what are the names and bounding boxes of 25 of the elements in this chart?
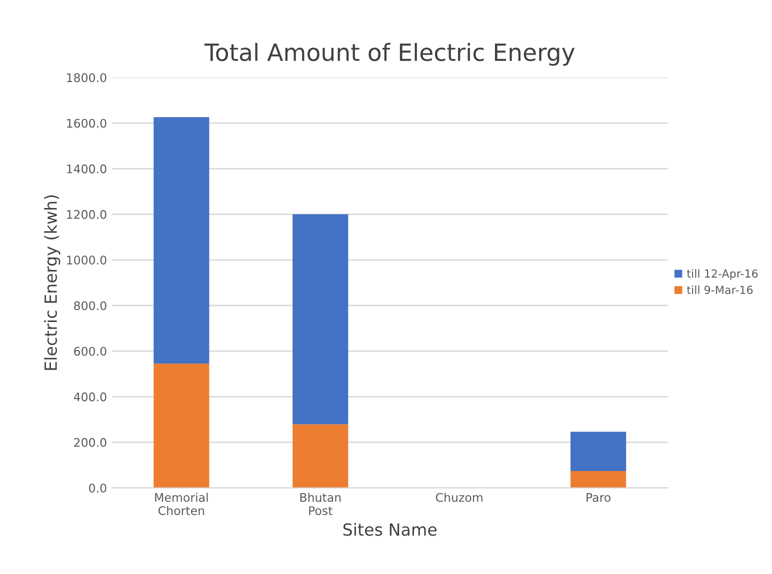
y-tick-label: 1400.0 <box>67 164 106 174</box>
y-tick-label: 1800.0 <box>67 73 106 82</box>
y-tick-label: 1000.0 <box>67 256 106 265</box>
y-tick-label: 800.0 <box>74 301 106 310</box>
x-tick-label: Chuzom <box>436 492 482 502</box>
legend-label: till 12-Apr-16 <box>686 269 758 280</box>
bar <box>570 471 626 488</box>
x-axis-title: Sites Name <box>343 522 437 536</box>
legend-label: till 9-Mar-16 <box>686 285 753 294</box>
x-tick-label: Paro <box>586 493 610 502</box>
y-tick-label: 1200.0 <box>67 210 106 219</box>
bar <box>292 214 348 424</box>
x-tick-label: Bhutan Post <box>300 492 341 516</box>
bar <box>154 117 210 364</box>
y-tick-label: 200.0 <box>74 438 106 447</box>
y-tick-label: 400.0 <box>74 392 106 402</box>
y-tick-label: 0.0 <box>89 484 106 493</box>
y-tick-label: 1600.0 <box>67 118 106 128</box>
chart-title: Total Amount of Electric Energy <box>204 42 575 66</box>
bar <box>154 364 210 488</box>
bar <box>292 424 348 488</box>
bar <box>570 432 626 472</box>
y-axis-title: Electric Energy (kwh) <box>44 195 60 370</box>
y-tick-label: 600.0 <box>74 346 106 356</box>
x-tick-label: Memorial Chorten <box>155 492 208 516</box>
